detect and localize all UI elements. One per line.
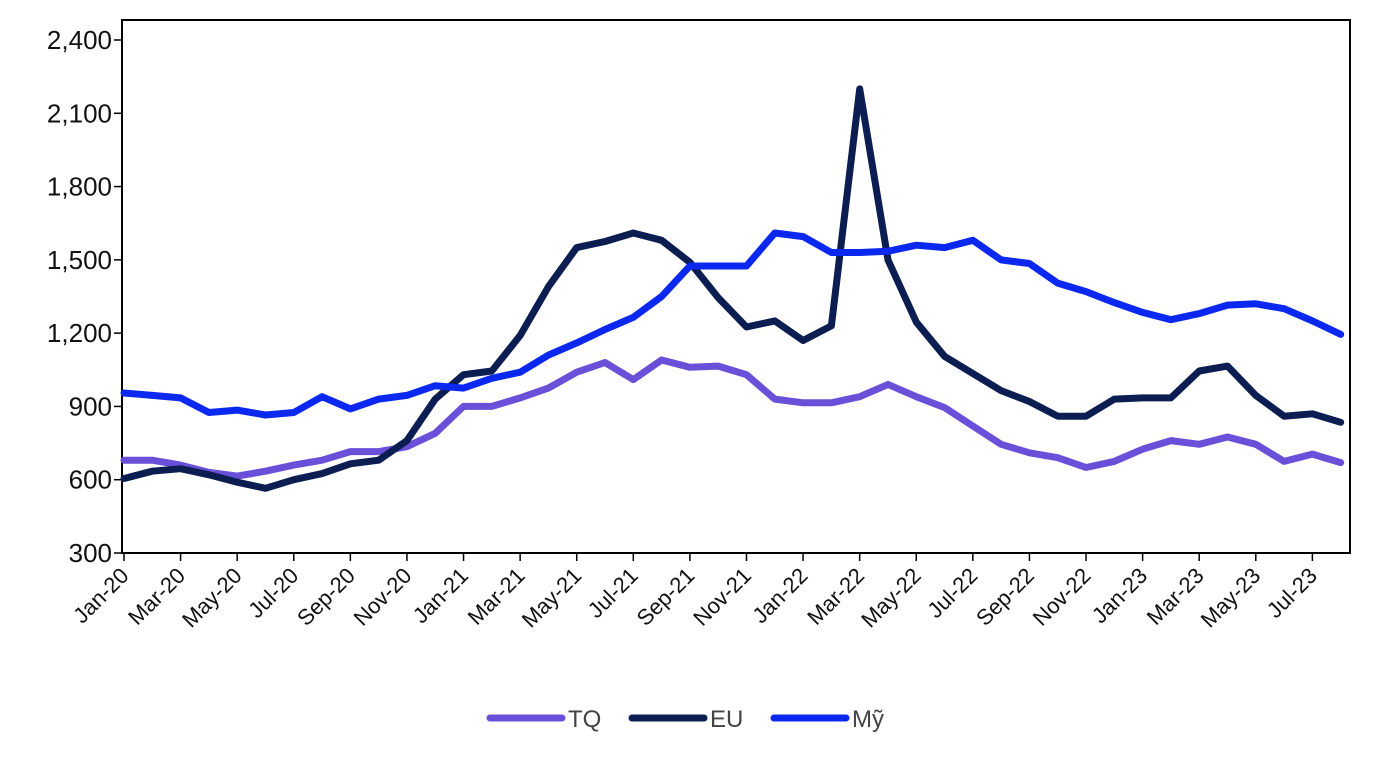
x-tick-label: Nov-20	[349, 563, 417, 631]
x-tick-label: Sep-21	[632, 563, 700, 631]
y-tick-label: 1,800	[47, 172, 112, 202]
x-tick-label: Nov-22	[1028, 563, 1096, 631]
x-axis: Jan-20Mar-20May-20Jul-20Sep-20Nov-20Jan-…	[68, 553, 1322, 632]
y-axis: 300 600 900 1,200 1,500 1,800 2,100 2,400	[47, 25, 122, 568]
legend-label: EU	[710, 706, 743, 733]
y-tick-label: 1,200	[47, 318, 112, 348]
x-tick-label: May-20	[177, 563, 247, 633]
series-layer	[120, 85, 1345, 492]
x-tick-label: May-21	[517, 563, 587, 633]
legend: TQ EU Mỹ	[486, 706, 884, 733]
x-tick-label: May-23	[1196, 563, 1266, 633]
legend-label: TQ	[568, 706, 601, 733]
legend-label: Mỹ	[852, 706, 884, 733]
series-line-m-	[120, 229, 1345, 419]
y-tick-label: 600	[69, 465, 112, 495]
x-tick-label: Jul-23	[1262, 563, 1322, 623]
x-tick-label: Jan-21	[408, 563, 473, 628]
y-tick-label: 2,400	[47, 25, 112, 55]
x-tick-label: Nov-21	[688, 563, 756, 631]
x-tick-label: Jan-23	[1087, 563, 1152, 628]
x-tick-label: Mar-23	[1142, 563, 1209, 630]
y-tick-label: 900	[69, 391, 112, 421]
y-tick-label: 2,100	[47, 98, 112, 128]
x-tick-label: Jan-20	[68, 563, 133, 628]
x-tick-label: Mar-21	[463, 563, 530, 630]
plot-area-border	[121, 19, 1351, 554]
x-tick-label: Mar-20	[123, 563, 190, 630]
x-tick-label: Sep-20	[292, 563, 360, 631]
x-tick-label: Mar-22	[802, 563, 869, 630]
series-line-eu	[120, 85, 1345, 492]
y-tick-label: 1,500	[47, 245, 112, 275]
x-tick-label: Sep-22	[971, 563, 1039, 631]
x-tick-label: Jan-22	[747, 563, 812, 628]
series-line-tq	[120, 356, 1345, 480]
x-tick-label: May-22	[856, 563, 926, 633]
y-tick-label: 300	[69, 538, 112, 568]
